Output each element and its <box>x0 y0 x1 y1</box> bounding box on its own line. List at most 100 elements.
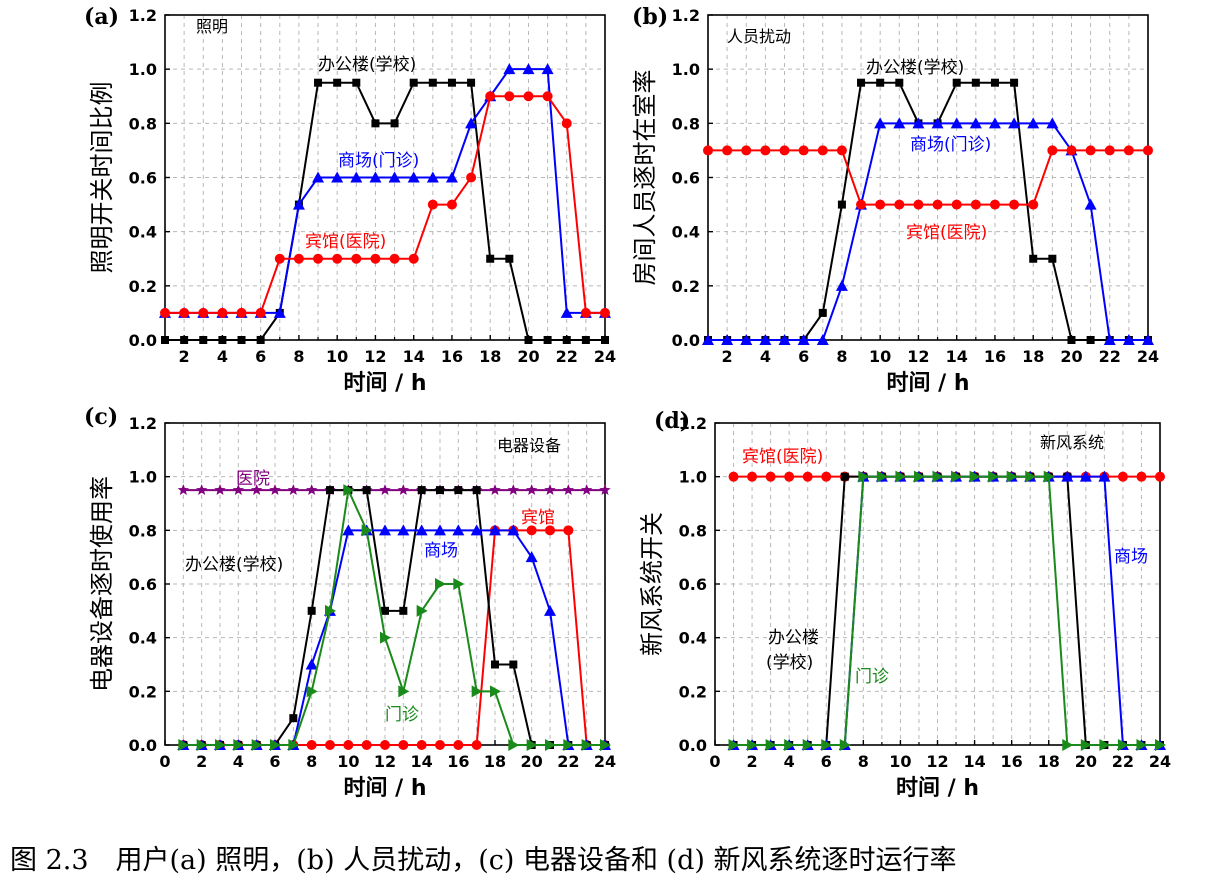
data-point <box>214 484 226 495</box>
data-point <box>1086 336 1095 344</box>
data-point <box>287 484 300 495</box>
data-point <box>802 739 814 751</box>
data-point <box>931 117 944 129</box>
series-red <box>703 145 1153 210</box>
data-point <box>1085 145 1096 156</box>
y-tick-label: 0.4 <box>679 629 707 648</box>
data-point <box>466 172 477 183</box>
x-tick-label: 22 <box>557 752 579 771</box>
data-point <box>446 199 457 210</box>
data-point <box>434 524 446 536</box>
x-tick-label: 8 <box>858 752 869 771</box>
data-point <box>232 484 245 495</box>
data-point <box>784 471 795 482</box>
y-tick-label: 0.2 <box>679 682 707 701</box>
x-tick-label: 6 <box>798 347 809 366</box>
x-tick-label: 12 <box>907 347 929 366</box>
data-point <box>416 604 428 617</box>
data-point <box>543 336 552 344</box>
data-point <box>561 118 572 129</box>
data-point <box>398 685 410 698</box>
data-point <box>351 253 362 264</box>
panel-title: 人员扰动 <box>727 27 791 46</box>
data-point <box>236 307 247 318</box>
series-line <box>165 68 605 314</box>
data-point <box>857 78 866 87</box>
data-point <box>370 253 381 264</box>
data-point <box>343 484 355 497</box>
data-point <box>503 63 516 75</box>
data-point <box>274 253 285 264</box>
data-point <box>950 117 963 129</box>
data-point <box>198 307 209 318</box>
data-point <box>505 254 514 263</box>
data-point <box>856 199 867 210</box>
data-point <box>1136 739 1148 751</box>
series-label: 办公楼(学校) <box>185 555 283 575</box>
data-point <box>307 606 316 615</box>
y-tick-label: 1.2 <box>679 414 707 433</box>
data-point <box>289 714 298 723</box>
y-tick-label: 0.6 <box>129 575 157 594</box>
x-tick-label: 4 <box>217 347 228 366</box>
y-axis-label: 新风系统开关 <box>638 512 666 656</box>
series-green <box>178 484 611 751</box>
data-point <box>542 91 553 102</box>
y-tick-label: 1.2 <box>129 414 157 433</box>
data-point <box>292 198 305 210</box>
x-tick-label: 4 <box>760 347 771 366</box>
x-tick-label: 18 <box>1038 752 1060 771</box>
data-point <box>371 119 380 128</box>
y-tick-label: 0.4 <box>129 223 157 242</box>
data-point <box>1048 254 1057 263</box>
data-point <box>837 200 846 209</box>
data-point <box>1046 117 1059 129</box>
panel-title: 新风系统 <box>1040 433 1104 452</box>
data-point <box>177 484 190 495</box>
data-point <box>453 578 465 590</box>
data-point <box>415 524 428 536</box>
series-line <box>733 475 1160 746</box>
data-point <box>343 740 354 750</box>
x-tick-label: 12 <box>374 752 396 771</box>
data-point <box>397 484 410 495</box>
series-label: 宾馆(医院) <box>906 223 987 243</box>
data-point <box>818 308 827 317</box>
data-point <box>599 484 611 495</box>
data-point <box>522 63 535 75</box>
data-point <box>784 739 796 751</box>
panel-label: (b) <box>632 4 668 30</box>
data-point <box>453 740 464 750</box>
x-tick-label: 20 <box>517 347 539 366</box>
x-tick-label: 4 <box>233 752 244 771</box>
data-point <box>379 484 391 495</box>
y-tick-label: 1.0 <box>672 60 700 79</box>
series-black <box>729 472 1164 749</box>
x-tick-label: 6 <box>255 347 266 366</box>
series-line <box>165 81 605 341</box>
data-point <box>1142 334 1154 345</box>
y-tick-label: 0.0 <box>672 331 700 350</box>
series-line <box>708 81 1148 341</box>
data-point <box>816 334 829 345</box>
x-tick-label: 2 <box>196 752 207 771</box>
data-point <box>893 117 906 129</box>
data-point <box>895 470 907 483</box>
data-point <box>797 334 810 345</box>
data-point <box>747 739 759 751</box>
data-point <box>199 336 208 344</box>
data-point <box>180 336 189 344</box>
y-axis-label: 照明开关时间比例 <box>88 82 116 274</box>
data-point <box>1099 739 1111 751</box>
data-point <box>305 484 318 495</box>
x-tick-label: 24 <box>1149 752 1171 771</box>
series-black <box>704 78 1152 344</box>
panel-a: 2 4 6 8 10 12 14 16 18 20 22 240.00.20.40.60.81.01.… <box>84 4 616 396</box>
x-tick-label: 18 <box>484 752 506 771</box>
data-point <box>1117 739 1129 751</box>
data-point <box>445 171 458 183</box>
data-point <box>951 470 963 483</box>
data-point <box>313 253 324 264</box>
x-tick-label: 0 <box>709 752 720 771</box>
data-point <box>379 524 391 536</box>
